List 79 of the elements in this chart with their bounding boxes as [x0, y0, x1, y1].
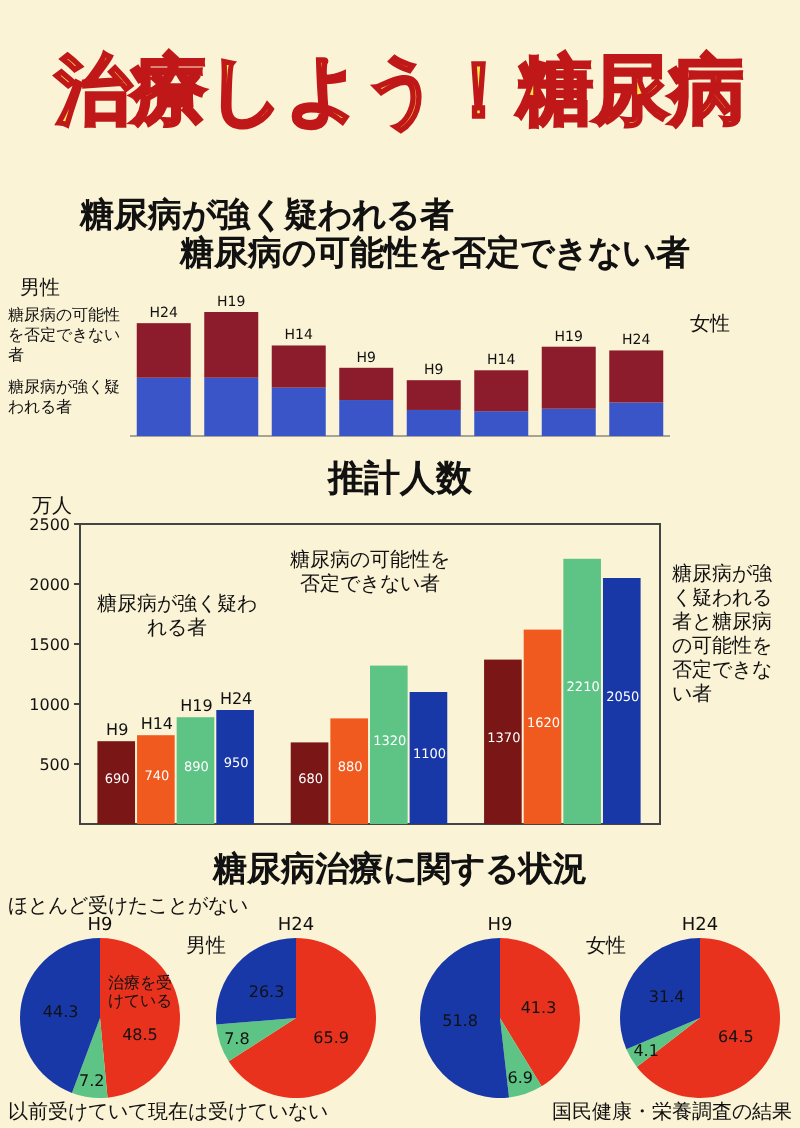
data-label: 6.9	[507, 1069, 533, 1088]
data-label: 4.1	[633, 1041, 659, 1060]
data-label: 64.5	[718, 1027, 754, 1046]
bar	[137, 735, 175, 824]
annotation: 糖尿病が強く疑われる者	[96, 592, 257, 640]
bar	[406, 380, 461, 410]
data-label: 26.3	[248, 982, 285, 1001]
bar	[204, 377, 259, 436]
bar	[541, 346, 596, 409]
bar	[409, 692, 448, 824]
data-label: 7.8	[224, 1030, 250, 1049]
pie-slice	[20, 938, 100, 1093]
bar	[176, 717, 215, 824]
text: 国民健康・栄養調査の結果	[552, 1100, 792, 1124]
y-axis-title: 万人	[32, 496, 72, 518]
chart-title: H9	[487, 916, 514, 936]
bar	[216, 710, 254, 824]
bar	[541, 408, 596, 436]
data-label: 44.3	[42, 1002, 79, 1021]
chart-title: 推計人数	[326, 458, 474, 500]
bar	[136, 377, 191, 436]
bar	[609, 402, 664, 436]
text: 女性	[690, 312, 730, 336]
bar	[339, 367, 394, 401]
bar	[484, 659, 522, 824]
chart-subtitle: 糖尿病の可能性を否定できない者	[178, 234, 690, 274]
pie-slice	[228, 938, 376, 1098]
bar	[523, 629, 562, 824]
text: 治療しよう！糖尿病	[53, 46, 745, 134]
bar	[370, 665, 408, 824]
y-tick-label: 2500	[29, 516, 70, 534]
text: 男性	[186, 934, 226, 958]
bar	[290, 742, 329, 824]
annotation: 糖尿病の可能性を否定できない者	[290, 547, 450, 596]
series-label: H19	[180, 697, 213, 716]
bar	[271, 345, 326, 388]
text: H9	[87, 916, 114, 936]
chart-subtitle: 女性	[586, 934, 626, 958]
bar	[609, 350, 664, 403]
series-label: 糖尿病が強く疑われる者	[8, 378, 120, 416]
text: 糖尿病が強く疑われる者と糖尿病の可能性を否定できない者	[672, 562, 772, 706]
pie-slice	[71, 1018, 108, 1098]
chart-title: H24	[681, 916, 719, 936]
data-label: 65.9	[313, 1029, 349, 1048]
series-label: H9	[106, 721, 129, 740]
data-label: 48.5	[122, 1026, 158, 1045]
data-label: 7.2	[79, 1071, 105, 1090]
bar	[406, 409, 461, 436]
bar	[97, 741, 136, 824]
pie-slice	[420, 938, 510, 1098]
bar	[330, 718, 368, 824]
series-label: H24	[219, 690, 253, 708]
pie-slice	[636, 938, 780, 1098]
chart-title: H24	[277, 916, 315, 936]
data-label: 51.8	[442, 1012, 478, 1031]
series-label: 糖尿病の可能性を否定できない者	[8, 306, 120, 364]
y-tick-label: 1500	[29, 636, 70, 654]
pie-slice	[500, 938, 580, 1087]
chart-title: 糖尿病が強く疑われる者	[78, 196, 454, 236]
y-tick-label: 1000	[29, 696, 70, 714]
bar	[602, 578, 641, 824]
slice-label: 治療を受けている	[107, 974, 172, 1011]
bar	[563, 558, 601, 824]
slice-label: 以前受けていて現在は受けていない	[8, 1100, 328, 1124]
text: 糖尿病治療に関する状況	[211, 850, 587, 890]
bar	[136, 323, 191, 378]
bar	[271, 387, 326, 436]
pie-slice	[216, 1018, 296, 1062]
bar	[474, 411, 529, 436]
slice-label: ほとんど受けたことがない	[8, 894, 248, 918]
y-tick-label: 2000	[29, 576, 70, 594]
text: 男性	[20, 276, 60, 300]
bar	[204, 312, 259, 378]
y-tick-label: 500	[39, 756, 70, 774]
bar	[474, 370, 529, 412]
bar	[339, 400, 394, 436]
data-label: 31.4	[648, 987, 685, 1006]
data-label: 41.3	[520, 999, 557, 1018]
series-label: H14	[140, 715, 174, 734]
